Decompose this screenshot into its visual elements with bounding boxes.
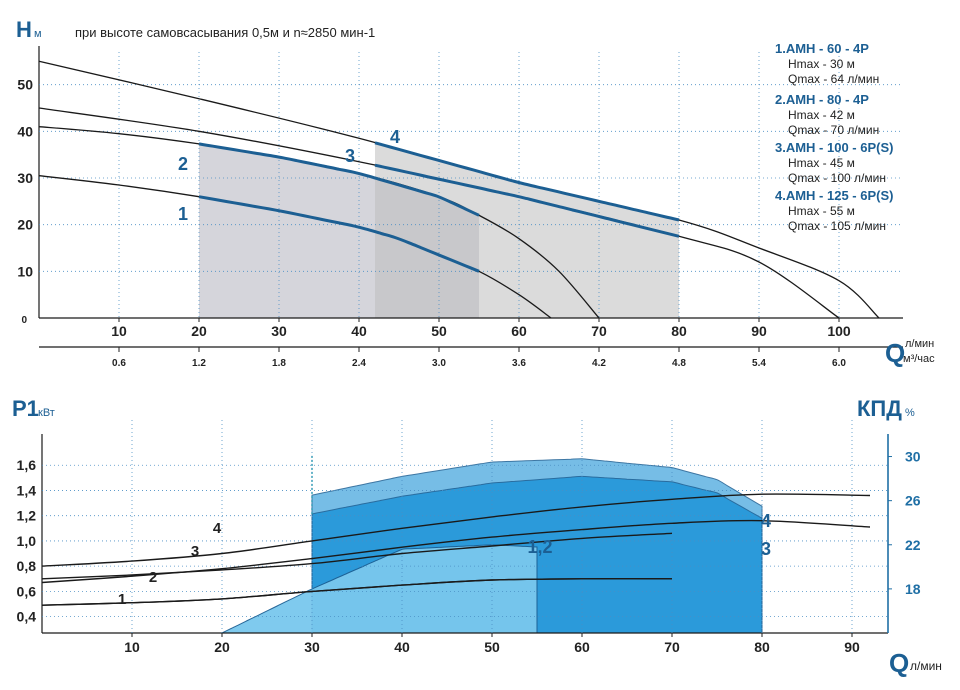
tick-label-x-top-60: 60 bbox=[511, 323, 527, 339]
tick-label-x-top-90: 90 bbox=[751, 323, 767, 339]
p1-axis-unit: кВт bbox=[38, 407, 55, 419]
tick-label-y-bottom-1,2: 1,2 bbox=[17, 508, 37, 524]
bottom-curve-label-2: 3 bbox=[191, 543, 199, 560]
tick-label-y-bottom-1,0: 1,0 bbox=[17, 533, 37, 549]
tick-label-x-m3h-5: 3.6 bbox=[512, 358, 526, 369]
h-axis-letter: H bbox=[16, 17, 32, 42]
tick-label-x-bottom-90: 90 bbox=[844, 639, 860, 655]
p1-axis-letter: P1 bbox=[12, 396, 39, 421]
bottom-curve-label-1: 2 bbox=[149, 569, 157, 586]
tick-label-x-bottom-80: 80 bbox=[754, 639, 770, 655]
bottom-curve-label-6: 4 bbox=[761, 511, 771, 531]
tick-label-x-m3h-0: 0.6 bbox=[112, 358, 126, 369]
tick-label-y-bottom-0,4: 0,4 bbox=[17, 609, 37, 625]
tick-label-y2-30: 30 bbox=[905, 449, 921, 465]
tick-label-y2-26: 26 bbox=[905, 493, 921, 509]
operating-range-3-4 bbox=[375, 142, 679, 318]
h-curve-label-3: 3 bbox=[345, 146, 355, 166]
q-axis-unit-bottom: л/мин bbox=[910, 659, 942, 673]
tick-label-y-bottom-1,6: 1,6 bbox=[17, 457, 37, 473]
tick-label-y2-18: 18 bbox=[905, 581, 921, 597]
h-curve-operating-3 bbox=[374, 163, 680, 238]
tick-label-y-bottom-1,4: 1,4 bbox=[17, 482, 37, 498]
tick-label-x-top-70: 70 bbox=[591, 323, 607, 339]
legend-item-3: 3.АМН - 100 - 6Р(S) Hmax - 45 м Qmax - 1… bbox=[775, 140, 893, 185]
q-axis-unit-m3h: м³/час bbox=[903, 353, 935, 365]
bottom-chart: 10 20 30 40 50 60 70 80 90 0,4 0,6 0,8 1,0 1,2 1,4 1,6 1… bbox=[17, 420, 921, 655]
h-curve-label-1: 1 bbox=[178, 204, 188, 224]
tick-label-x-m3h-6: 4.2 bbox=[592, 358, 606, 369]
tick-label-y-bottom-0,6: 0,6 bbox=[17, 583, 37, 599]
legend-title-1: 1.АМН - 60 - 4Р bbox=[775, 41, 869, 56]
legend: 1.АМН - 60 - 4Р Hmax - 30 м Qmax - 64 л/… bbox=[775, 41, 893, 233]
tick-label-x-bottom-50: 50 bbox=[484, 639, 500, 655]
bottom-curve-label-5: 3 bbox=[761, 539, 771, 559]
legend-hmax-2: Hmax - 42 м bbox=[788, 108, 855, 122]
tick-label-x-bottom-30: 30 bbox=[304, 639, 320, 655]
q-axis-letter-bottom: Q bbox=[889, 648, 909, 678]
tick-label-x-top-100: 100 bbox=[827, 323, 851, 339]
power-curve-3 bbox=[41, 532, 673, 580]
kpd-axis-letter: КПД bbox=[857, 396, 902, 421]
q-axis-letter-top: Q bbox=[885, 338, 905, 368]
legend-hmax-1: Hmax - 30 м bbox=[788, 57, 855, 71]
legend-qmax-2: Qmax - 70 л/мин bbox=[788, 123, 879, 137]
legend-title-4: 4.АМН - 125 - 6Р(S) bbox=[775, 188, 893, 203]
tick-label-x-top-40: 40 bbox=[351, 323, 367, 339]
tick-label-x-m3h-2: 1.8 bbox=[272, 358, 286, 369]
h-curve-operating-1 bbox=[198, 195, 480, 273]
power-curve-4 bbox=[41, 493, 871, 567]
tick-label-x-m3h-1: 1.2 bbox=[192, 358, 206, 369]
bottom-curve-label-4: 1,2 bbox=[527, 537, 552, 557]
legend-hmax-3: Hmax - 45 м bbox=[788, 156, 855, 170]
top-chart: 100.6201.2301.8402.4503.0603.6704.2804.8… bbox=[17, 46, 903, 369]
h-curve-operating-2 bbox=[198, 142, 480, 217]
tick-label-x-bottom-60: 60 bbox=[574, 639, 590, 655]
h-curve-label-2: 2 bbox=[178, 154, 188, 174]
tick-label-x-bottom-40: 40 bbox=[394, 639, 410, 655]
legend-qmax-3: Qmax - 100 л/мин bbox=[788, 171, 886, 185]
tick-label-x-bottom-70: 70 bbox=[664, 639, 680, 655]
tick-label-y-top-40: 40 bbox=[17, 123, 33, 139]
tick-label-y-top-0: 0 bbox=[21, 315, 27, 326]
tick-label-x-bottom-20: 20 bbox=[214, 639, 230, 655]
chart-subtitle: при высоте самовсасывания 0,5м и n≈2850 … bbox=[75, 25, 375, 40]
legend-title-3: 3.АМН - 100 - 6Р(S) bbox=[775, 140, 893, 155]
tick-label-y-bottom-0,8: 0,8 bbox=[17, 558, 37, 574]
legend-title-2: 2.АМН - 80 - 4Р bbox=[775, 92, 869, 107]
tick-label-x-top-20: 20 bbox=[191, 323, 207, 339]
tick-label-y-top-20: 20 bbox=[17, 217, 33, 233]
tick-label-y-top-50: 50 bbox=[17, 77, 33, 93]
q-axis-unit-lmin: л/мин bbox=[905, 338, 934, 350]
power-curve-extra-4 bbox=[41, 519, 871, 584]
tick-label-y2-22: 22 bbox=[905, 537, 921, 553]
tick-label-x-top-80: 80 bbox=[671, 323, 687, 339]
tick-label-x-top-10: 10 bbox=[111, 323, 127, 339]
tick-label-x-top-50: 50 bbox=[431, 323, 447, 339]
legend-qmax-4: Qmax - 105 л/мин bbox=[788, 219, 886, 233]
bottom-curve-label-0: 1 bbox=[118, 591, 126, 608]
tick-label-x-m3h-9: 6.0 bbox=[832, 358, 846, 369]
tick-label-y-top-10: 10 bbox=[17, 263, 33, 279]
legend-item-2: 2.АМН - 80 - 4Р Hmax - 42 м Qmax - 70 л/… bbox=[775, 92, 879, 137]
tick-label-x-m3h-3: 2.4 bbox=[352, 358, 366, 369]
tick-label-x-m3h-7: 4.8 bbox=[672, 358, 686, 369]
bottom-curve-label-3: 4 bbox=[213, 520, 222, 537]
legend-item-1: 1.АМН - 60 - 4Р Hmax - 30 м Qmax - 64 л/… bbox=[775, 41, 879, 86]
tick-label-x-m3h-4: 3.0 bbox=[432, 358, 446, 369]
legend-qmax-1: Qmax - 64 л/мин bbox=[788, 72, 879, 86]
kpd-axis-unit: % bbox=[905, 407, 915, 419]
h-curve-operating-4 bbox=[374, 141, 680, 222]
power-curve-2 bbox=[41, 577, 673, 606]
tick-label-y-top-30: 30 bbox=[17, 170, 33, 186]
legend-item-4: 4.АМН - 125 - 6Р(S) Hmax - 55 м Qmax - 1… bbox=[775, 188, 893, 233]
tick-label-x-bottom-10: 10 bbox=[124, 639, 140, 655]
tick-label-x-m3h-8: 5.4 bbox=[752, 358, 766, 369]
efficiency-area-1-2 bbox=[221, 544, 538, 634]
h-curve-label-4: 4 bbox=[390, 127, 400, 147]
h-axis-unit: м bbox=[34, 28, 42, 40]
legend-hmax-4: Hmax - 55 м bbox=[788, 204, 855, 218]
tick-label-x-top-30: 30 bbox=[271, 323, 287, 339]
